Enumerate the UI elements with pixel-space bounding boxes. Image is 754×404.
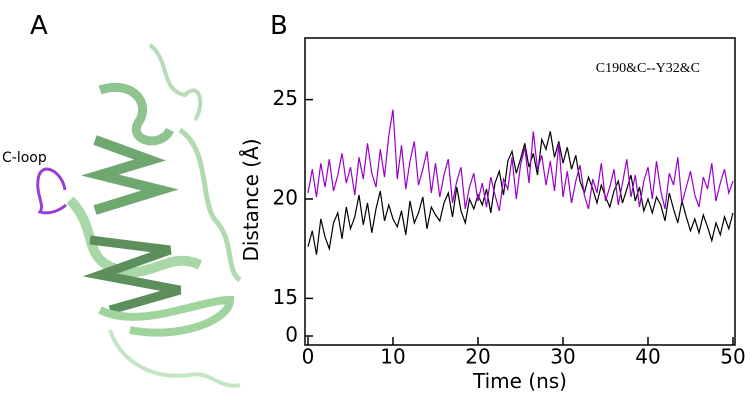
ribbon [98,295,235,337]
panel-label: B [270,11,288,41]
ribbon [81,135,179,215]
plot-frame [304,37,736,346]
x-tick-label: 0 [302,345,315,369]
x-tick-label: 10 [380,345,405,369]
y-axis-title: Distance (Å) [239,138,263,261]
x-tick-label: 30 [550,345,575,369]
x-tick-label: 20 [465,345,490,369]
ribbon [178,127,242,283]
ribbon [108,329,241,388]
y-tick-label: 0 [285,323,298,347]
protein-structure [36,43,242,388]
annotation: C-loop [2,150,47,166]
x-tick-label: 40 [635,345,660,369]
ribbon [82,235,182,315]
data-line [307,131,734,255]
ribbon [148,43,203,122]
y-tick-label: 25 [273,86,298,110]
y-tick-label: 20 [273,186,298,210]
y-tick-label: 15 [273,285,298,309]
data-line [307,109,734,212]
c-loop [36,167,67,215]
x-tick-label: 50 [720,345,745,369]
panel-label: A [30,11,48,41]
annotation: C190&C--Y32&C [596,61,700,76]
x-axis-title: Time (ns) [472,369,567,393]
ribbon [98,82,175,146]
